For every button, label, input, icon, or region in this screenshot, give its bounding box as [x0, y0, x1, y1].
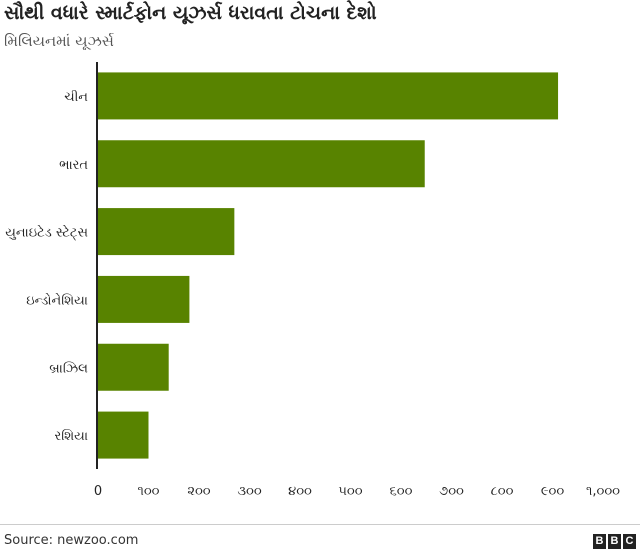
bbc-logo: B B C: [593, 534, 636, 549]
category-label-1: ભારત: [59, 158, 88, 173]
source-note: Source: newzoo.com: [4, 533, 139, 548]
category-label-0: ચીન: [64, 89, 88, 105]
category-label-2: યુનાઇટેડ સ્ટેટ્સ: [5, 224, 88, 240]
x-tick-label-6: ૬૦૦: [390, 484, 413, 499]
x-tick-label-0: 0: [94, 484, 102, 499]
category-label-3: ઇન્ડોનેશિયા: [26, 292, 88, 308]
category-label-4: બ્રાઝિલ: [49, 360, 88, 376]
bar-2: [98, 208, 235, 256]
logo-letter-c: C: [623, 534, 636, 549]
x-tick-label-5: ૫૦૦: [338, 484, 362, 499]
bar-0: [98, 72, 559, 120]
bar-4: [98, 343, 169, 391]
x-tick-label-4: ૪૦૦: [288, 484, 312, 499]
chart-title: સૌથી વધારે સ્માર્ટફોન યૂઝર્સ ધરાવતા ટોચન…: [4, 2, 377, 24]
bar-5: [98, 411, 149, 459]
x-tick-label-1: ૧૦૦: [137, 484, 159, 499]
category-label-5: રશિયા: [54, 428, 88, 444]
x-tick-label-2: ૨૦૦: [187, 484, 210, 499]
bar-1: [98, 140, 425, 188]
x-tick-label-3: ૩૦૦: [237, 484, 261, 499]
x-tick-label-9: ૯૦૦: [541, 484, 565, 499]
x-tick-label-7: ૭૦૦: [439, 484, 464, 499]
logo-letter-b1: B: [593, 534, 606, 549]
bar-chart: ચીન ભારત યુનાઇટેડ સ્ટેટ્સ ઇન્ડોનેશિયા બ્રાઝિ…: [5, 62, 620, 499]
bar-3: [98, 275, 190, 323]
x-tick-label-10: ૧,૦૦૦: [586, 484, 620, 499]
chart-subtitle: મિલિયનમાં યૂઝર્સ: [4, 32, 114, 50]
footer-divider: [0, 524, 640, 525]
x-tick-label-8: ૮૦૦: [491, 484, 514, 499]
logo-letter-b2: B: [608, 534, 621, 549]
